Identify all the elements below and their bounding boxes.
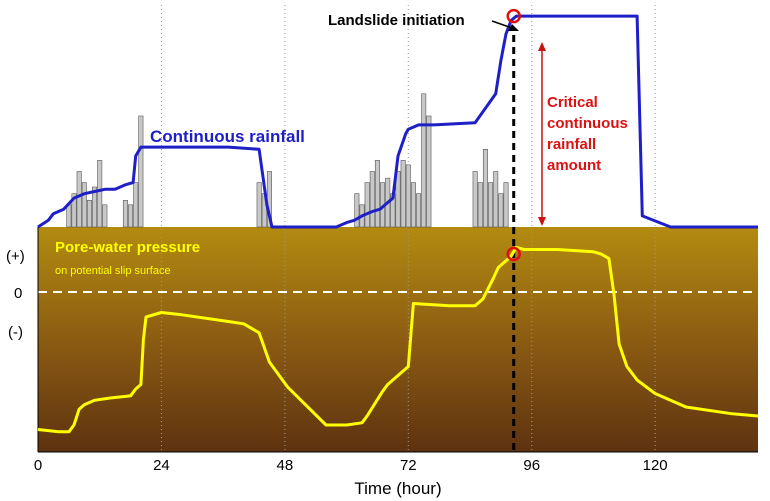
x-tick-label-24: 24 — [153, 457, 170, 474]
rain-bar — [66, 204, 72, 228]
x-tick-label-72: 72 — [400, 457, 417, 474]
slip-surface-label: on potential slip surface — [55, 265, 171, 277]
landslide-pointer — [491, 20, 513, 29]
series-continuous-rainfall — [37, 14, 758, 229]
x-tick-label-48: 48 — [277, 457, 294, 474]
hourly-rainfall-bars — [66, 93, 509, 228]
rain-bar — [76, 171, 82, 228]
landslide-rainfall-marker — [506, 8, 521, 24]
x-tick-label-120: 120 — [643, 457, 668, 474]
ground-panel — [38, 227, 758, 452]
rain-bar — [395, 171, 401, 228]
x-tick-labels: 0 24 48 72 96 120 — [34, 457, 668, 474]
rain-bar — [97, 160, 103, 228]
rain-bar — [369, 171, 375, 228]
x-tick-label-96: 96 — [523, 457, 540, 474]
pore-water-pressure-label: Pore-water pressure — [55, 239, 200, 256]
rain-bar — [482, 149, 488, 228]
rain-bar — [354, 193, 360, 228]
rain-bar — [86, 200, 92, 228]
rain-bar — [410, 182, 416, 228]
critical-label-4: amount — [547, 157, 601, 174]
rain-bar — [472, 171, 478, 228]
rain-bar — [493, 171, 499, 228]
rain-bar — [122, 200, 128, 228]
rain-bar — [364, 182, 370, 228]
x-tick-label-0: 0 — [34, 457, 42, 474]
rain-bar — [81, 182, 87, 228]
landslide-pressure-marker — [506, 246, 521, 262]
landslide-pointer-head — [508, 24, 519, 31]
rain-bar — [503, 182, 509, 228]
critical-label-3: rainfall — [547, 136, 596, 153]
continuous-rainfall-label: Continuous rainfall — [150, 127, 305, 146]
landslide-initiation-label: Landslide initiation — [328, 12, 465, 29]
critical-label-2: continuous — [547, 115, 628, 132]
rain-bar — [102, 204, 108, 228]
rain-bar — [477, 182, 483, 228]
critical-arrow-head-bottom — [538, 217, 546, 226]
rain-bar — [128, 204, 134, 228]
rain-bar — [133, 182, 139, 228]
y-tick-zero: 0 — [14, 285, 22, 302]
rain-bar — [92, 186, 98, 228]
rain-bar — [405, 164, 411, 228]
rain-bar — [488, 182, 494, 228]
rain-bar — [426, 115, 432, 228]
series-pore-water-pressure — [37, 245, 759, 434]
rain-bar — [71, 193, 77, 228]
critical-arrow-head-top — [538, 42, 546, 51]
rain-bar — [374, 160, 380, 228]
rain-bar — [400, 160, 406, 228]
rain-bar — [138, 115, 144, 228]
rain-bar — [416, 193, 422, 228]
grid-lines — [160, 5, 656, 452]
y-tick-positive: (+) — [6, 248, 25, 265]
rain-bar — [256, 182, 262, 228]
y-tick-negative: (-) — [8, 324, 23, 341]
x-axis-title: Time (hour) — [354, 479, 441, 498]
rain-bar — [498, 193, 504, 228]
critical-label-1: Critical — [547, 94, 598, 111]
rain-bar — [421, 93, 427, 228]
